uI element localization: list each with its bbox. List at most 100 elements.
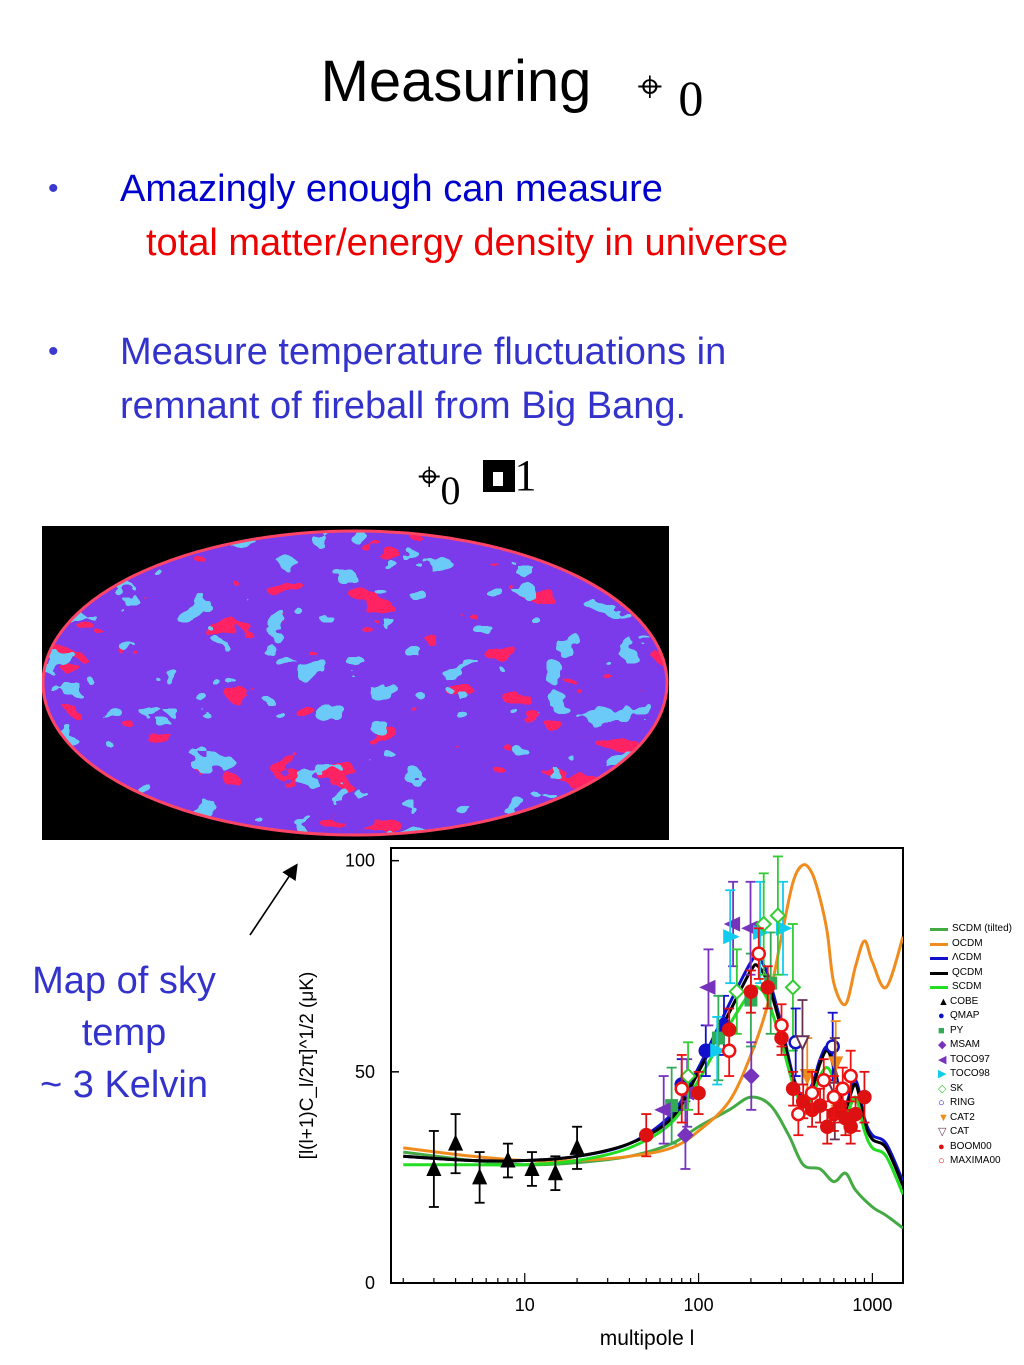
bullet-marker: •: [48, 172, 59, 205]
legend-entry: ● BOOM00: [928, 1140, 1024, 1155]
data-point: [848, 1106, 863, 1122]
legend-marker-icon: ▼: [938, 1111, 949, 1124]
legend-label: ΛCDM: [952, 952, 982, 963]
x-tick-label: 1000: [852, 1295, 892, 1315]
legend-label: TOCO98: [950, 1068, 990, 1079]
data-point: [799, 1069, 815, 1086]
legend-label: QCDM: [952, 966, 983, 978]
chart-legend: SCDM (tilted) OCDM ΛCDM QCDM SCDM ▲ COBE ● QMAP ■…: [928, 922, 1024, 1169]
series-points: [674, 927, 858, 1137]
data-point: [691, 1085, 706, 1101]
legend-label: BOOM00: [950, 1140, 992, 1152]
data-point: [753, 924, 770, 941]
y-tick-label: 100: [345, 851, 375, 871]
bullet-1: • Amazingly enough can measure total mat…: [48, 162, 1008, 272]
legend-entry: ΛCDM: [928, 951, 1024, 966]
legend-marker-icon: ●: [938, 1010, 945, 1022]
data-point: [804, 1085, 820, 1101]
data-point: [677, 1126, 694, 1144]
sky-map-caption: Map of sky temp ~ 3 Kelvin: [8, 955, 240, 1111]
legend-line-swatch: [930, 928, 948, 931]
data-point: [760, 980, 775, 995]
legend-label: CAT2: [950, 1111, 975, 1123]
data-point: [723, 929, 740, 945]
legend-line-swatch: [930, 942, 948, 946]
legend-marker-icon: ■: [938, 1024, 945, 1037]
data-point: [639, 1127, 654, 1143]
omega-symbol-icon: ⌖: [637, 61, 663, 112]
plot-frame: [390, 847, 904, 1284]
approx-equal-glyph-icon: [482, 460, 515, 492]
data-point: [785, 1081, 801, 1096]
legend-marker-icon: ▶: [938, 1068, 947, 1080]
equation-subscript: 0: [440, 468, 461, 513]
bullet-2-line-2: remnant of fireball from Big Bang.: [120, 385, 687, 427]
legend-label: MAXIMA00: [950, 1155, 1001, 1166]
legend-marker-icon: ◆: [938, 1039, 947, 1051]
data-point: [448, 1134, 464, 1151]
legend-label: PY: [950, 1024, 964, 1036]
legend-label: QMAP: [950, 1010, 980, 1021]
data-point: [698, 1043, 714, 1058]
data-point: [843, 1119, 858, 1134]
caption-line-3: ~ 3 Kelvin: [40, 1064, 208, 1106]
data-point: [816, 1073, 832, 1088]
legend-entry: ▲ COBE: [928, 995, 1024, 1010]
legend-marker-icon: ▲: [938, 995, 949, 1008]
series-points: [639, 965, 872, 1158]
legend-entry: ○ RING: [928, 1096, 1024, 1111]
data-point: [795, 1094, 811, 1109]
series-points: [710, 880, 793, 1086]
legend-marker-icon: ▽: [938, 1126, 947, 1138]
data-point: [791, 1106, 806, 1122]
legend-entry: ○ MAXIMA00: [928, 1154, 1024, 1169]
legend-marker-icon: ◇: [938, 1082, 947, 1095]
legend-label: SCDM (tilted): [952, 923, 1013, 934]
data-point: [774, 1018, 789, 1033]
title-text: Measuring: [320, 49, 592, 114]
data-point: [723, 916, 741, 932]
legend-line-swatch: [930, 957, 948, 960]
legend-line-swatch: [930, 986, 948, 989]
data-point: [825, 1039, 840, 1054]
legend-label: TOCO97: [950, 1053, 990, 1065]
bullet-2: • Measure temperature fluctuations in re…: [48, 325, 1008, 435]
data-point: [728, 983, 746, 1001]
data-point: [742, 1067, 760, 1085]
series-points: [426, 1113, 585, 1208]
legend-entry: ● QMAP: [928, 1009, 1024, 1024]
data-point: [710, 1043, 727, 1059]
data-point: [711, 1031, 725, 1045]
x-axis-label: multipole l: [600, 1327, 695, 1350]
equation-rhs: 1: [514, 451, 537, 500]
omega-symbol-icon: ⌖: [418, 454, 441, 500]
series-line: [403, 863, 903, 1163]
data-point: [500, 1151, 516, 1168]
legend-entry: SCDM: [928, 980, 1024, 995]
data-point: [843, 1068, 858, 1084]
power-spectrum-chart: 0 50 100 10 100 1000 multipole l [l(l+1)C_l/2π]…: [297, 847, 904, 1350]
y-tick-label: 0: [365, 1273, 375, 1293]
legend-label: MSAM: [950, 1039, 980, 1050]
bullet-1-line-2: total matter/energy density in universe: [146, 222, 789, 264]
legend-entry: OCDM: [928, 937, 1024, 952]
series-line: [403, 984, 903, 1195]
data-point: [472, 1168, 488, 1185]
data-point: [569, 1138, 585, 1155]
data-point: [524, 1159, 540, 1176]
plot-area: [403, 855, 903, 1230]
data-point: [751, 946, 767, 961]
legend-entry: ▶ TOCO98: [928, 1067, 1024, 1082]
data-point: [784, 978, 802, 996]
data-point: [857, 1089, 872, 1105]
data-point: [835, 1081, 850, 1096]
title-subscript: 0: [678, 70, 704, 126]
data-point: [812, 1098, 828, 1113]
series-points: [679, 855, 802, 1111]
legend-marker-icon: ○: [938, 1097, 945, 1109]
data-point: [721, 1043, 737, 1058]
legend-marker-icon: ◀: [938, 1053, 947, 1066]
legend-label: OCDM: [952, 937, 983, 949]
data-point: [426, 1159, 442, 1176]
legend-label: CAT: [950, 1126, 970, 1137]
